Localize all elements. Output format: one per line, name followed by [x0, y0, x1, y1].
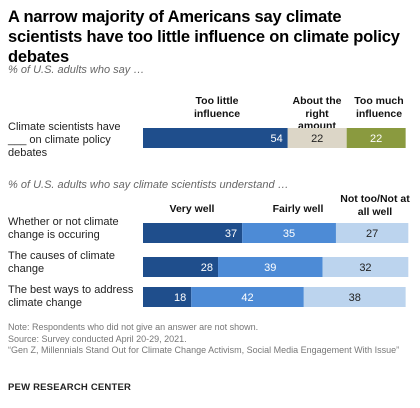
bar-segment-c0-r0-s2	[346, 128, 406, 148]
legend-very-well: Very well	[169, 203, 215, 215]
bar-segment-c1-r0-s1	[242, 223, 336, 243]
bar-value-label-c1-r2-s2: 38	[349, 292, 361, 304]
bar-value-label-c1-r0-s2: 27	[366, 228, 378, 240]
source-line: Source: Survey conducted April 20-29, 20…	[8, 333, 187, 344]
bar-segment-c0-r0-s0	[143, 128, 288, 148]
bar-value-label-c1-r2-s0: 18	[174, 292, 186, 304]
bar-segment-c1-r0-s0	[143, 223, 243, 243]
bar-segment-c1-r2-s2	[303, 287, 406, 307]
bar-value-label-c1-r0-s0: 37	[225, 228, 237, 240]
bar-value-label-c1-r1-s2: 32	[359, 262, 371, 274]
legend-fairly-well: Fairly well	[272, 203, 324, 215]
row-label-causes: The causes of climate change	[8, 250, 115, 275]
notes: Note: Respondents who did not give an an…	[8, 322, 414, 357]
legend-too-much: Too much influence	[354, 95, 404, 120]
bar-value-label-c1-r1-s1: 39	[264, 262, 276, 274]
bar-segment-c0-r0-s1	[287, 128, 347, 148]
bar-segment-c1-r0-s2	[335, 223, 409, 243]
chart-title: A narrow majority of Americans say clima…	[8, 8, 400, 66]
bar-value-label-c0-r0-s0: 54	[270, 133, 282, 145]
report-title-line: “Gen Z, Millennials Stand Out for Climat…	[8, 345, 400, 355]
bar-value-label-c1-r2-s1: 42	[241, 292, 253, 304]
bar-value-label-c1-r0-s1: 35	[283, 228, 295, 240]
row-label-influence: Climate scientists have ___ on climate p…	[8, 121, 121, 159]
bar-segment-c1-r1-s1	[218, 257, 323, 277]
bar-segment-c1-r1-s2	[322, 257, 409, 277]
bar-value-label-c0-r0-s2: 22	[370, 133, 382, 145]
legend-too-little: Too little influence	[193, 95, 241, 120]
bar-value-label-c0-r0-s1: 22	[311, 133, 323, 145]
section2-subtitle: % of U.S. adults who say climate scienti…	[8, 179, 289, 191]
note-line: Note: Respondents who did not give an an…	[8, 322, 259, 332]
brand-logo-text: PEW RESEARCH CENTER	[8, 382, 132, 393]
legend-not-well: Not too/Not at all well	[340, 193, 410, 218]
bar-segment-c1-r1-s0	[143, 257, 219, 277]
row-label-occurring: Whether or not climate change is occurin…	[8, 216, 119, 241]
bar-segment-c1-r2-s1	[191, 287, 304, 307]
section1-subtitle: % of U.S. adults who say …	[8, 64, 145, 76]
bar-value-label-c1-r1-s0: 28	[201, 262, 213, 274]
row-label-best-ways: The best ways to address climate change	[8, 284, 134, 309]
bar-segment-c1-r2-s0	[143, 287, 192, 307]
